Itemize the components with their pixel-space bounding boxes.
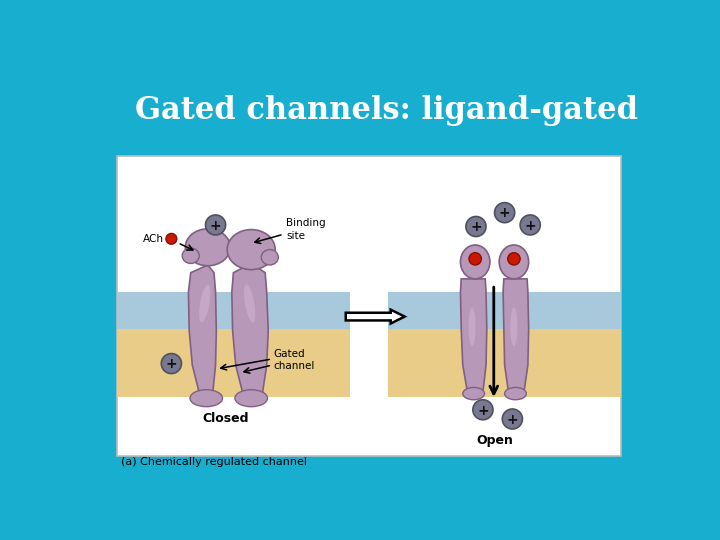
Circle shape (469, 253, 482, 265)
Ellipse shape (228, 230, 275, 269)
Text: Binding
site: Binding site (286, 218, 325, 241)
Circle shape (466, 217, 486, 237)
Text: (a) Chemically regulated channel: (a) Chemically regulated channel (121, 457, 307, 467)
Ellipse shape (510, 307, 518, 346)
FancyBboxPatch shape (117, 292, 350, 329)
Text: Gated
channel: Gated channel (274, 348, 315, 371)
Ellipse shape (199, 285, 210, 322)
Circle shape (166, 233, 177, 244)
Text: +: + (507, 413, 518, 427)
Polygon shape (189, 265, 216, 396)
Ellipse shape (244, 285, 256, 322)
Ellipse shape (261, 249, 279, 265)
Text: +: + (477, 403, 489, 417)
Circle shape (495, 202, 515, 222)
Polygon shape (461, 279, 487, 392)
Circle shape (161, 354, 181, 374)
Text: +: + (470, 220, 482, 234)
Text: Open: Open (476, 434, 513, 447)
Polygon shape (232, 264, 269, 396)
Polygon shape (346, 309, 405, 323)
Ellipse shape (235, 390, 267, 407)
Ellipse shape (499, 245, 528, 279)
Circle shape (205, 215, 225, 235)
FancyBboxPatch shape (117, 329, 350, 397)
Text: Closed: Closed (202, 413, 249, 426)
Text: +: + (210, 219, 221, 233)
Ellipse shape (182, 248, 199, 264)
Circle shape (508, 253, 520, 265)
Circle shape (520, 215, 540, 235)
FancyBboxPatch shape (117, 156, 621, 456)
Ellipse shape (185, 229, 230, 266)
Ellipse shape (461, 245, 490, 279)
Text: Gated channels: ligand-gated: Gated channels: ligand-gated (135, 96, 638, 126)
Circle shape (473, 400, 493, 420)
Text: ACh: ACh (143, 234, 164, 244)
Circle shape (503, 409, 523, 429)
Text: +: + (524, 219, 536, 233)
Text: +: + (499, 206, 510, 220)
Text: +: + (166, 357, 177, 372)
FancyBboxPatch shape (388, 292, 621, 329)
Ellipse shape (190, 390, 222, 407)
Ellipse shape (505, 387, 526, 400)
Ellipse shape (469, 307, 476, 346)
Ellipse shape (463, 387, 485, 400)
FancyBboxPatch shape (388, 329, 621, 397)
Polygon shape (503, 279, 528, 392)
